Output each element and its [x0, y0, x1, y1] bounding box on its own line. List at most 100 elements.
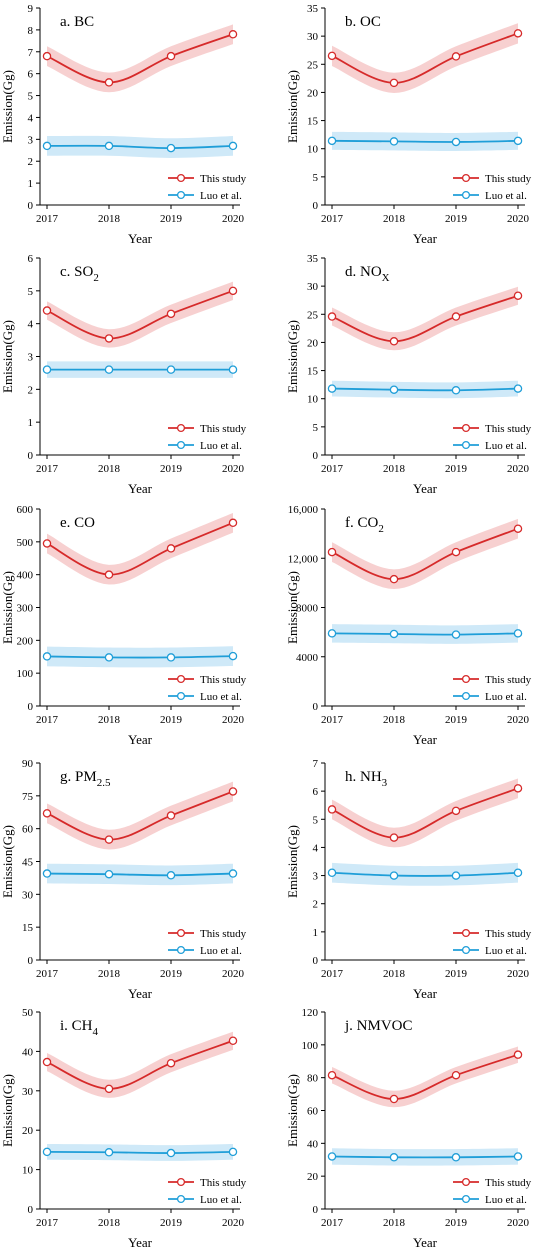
data-point-luo-2019 — [451, 137, 461, 147]
y-tick-label: 10 — [22, 1165, 34, 1177]
y-axis-label: Emission(Gg) — [0, 320, 15, 393]
data-point-luo-2017 — [327, 136, 337, 146]
panel-i: 0 10 20 30 40 50 2017 2018 2019 2020 Year Emission(… — [0, 1007, 247, 1250]
y-tick-label: 4000 — [296, 652, 319, 664]
y-tick-label: 100 — [302, 1040, 319, 1052]
data-point-this-study-2018 — [104, 78, 114, 87]
series-line-this-study — [46, 33, 234, 84]
y-tick-label: 75 — [22, 791, 34, 803]
panel-title-subscript: 2.5 — [97, 777, 111, 789]
data-point-this-study-2017 — [327, 1070, 337, 1080]
legend-label: This study — [200, 928, 247, 940]
series-line-this-study — [331, 32, 519, 84]
x-tick-label: 2020 — [507, 213, 530, 225]
panel-title-subscript: 4 — [93, 1026, 99, 1038]
x-tick-label: 2017 — [321, 1217, 344, 1229]
y-tick-label: 5 — [28, 286, 34, 298]
y-tick-label: 16,000 — [288, 504, 319, 516]
legend-label: Luo et al. — [200, 190, 242, 202]
y-tick-label: 20 — [307, 87, 319, 99]
data-point-luo-2018 — [104, 1148, 114, 1157]
legend-label: Luo et al. — [200, 945, 242, 957]
x-tick-label: 2017 — [36, 968, 59, 980]
legend-entry-this-study: This study — [453, 674, 532, 686]
data-point-this-study-2020 — [513, 29, 523, 38]
panel-title: b. OC — [345, 14, 381, 30]
data-point-this-study-2017 — [327, 547, 337, 557]
y-tick-label: 1 — [28, 178, 34, 190]
series-line-luo — [46, 1150, 234, 1154]
series-band-this-study — [47, 24, 233, 93]
series-line-luo — [331, 1155, 519, 1159]
y-tick-label: 30 — [307, 31, 319, 43]
series-line-luo — [331, 387, 519, 392]
data-point-luo-2017 — [42, 365, 52, 374]
y-tick-label: 3 — [28, 352, 34, 364]
series-line-this-study — [331, 1053, 519, 1100]
panel-title: h. NH3 — [345, 769, 388, 789]
data-point-luo-2019 — [166, 871, 176, 880]
y-tick-label: 4 — [28, 112, 34, 124]
y-tick-label: 6 — [28, 253, 34, 265]
y-tick-label: 0 — [313, 450, 319, 462]
series-line-this-study — [46, 521, 234, 576]
y-tick-label: 4 — [28, 319, 34, 331]
x-tick-label: 2019 — [160, 463, 183, 475]
data-point-luo-2019 — [451, 630, 461, 639]
y-tick-label: 0 — [28, 200, 34, 212]
x-tick-label: 2019 — [160, 213, 183, 225]
series-line-luo — [331, 871, 519, 877]
data-point-this-study-2020 — [228, 787, 238, 796]
panel-a: 0 1 2 3 4 5 6 7 8 9 2017 2018 2019 2020 Year Emission(G… — [0, 3, 247, 246]
series-line-luo — [46, 655, 234, 659]
y-axis-label: Emission(Gg) — [285, 320, 300, 393]
x-tick-label: 2018 — [98, 463, 121, 475]
data-point-this-study-2017 — [42, 809, 52, 818]
series-line-this-study — [46, 790, 234, 841]
legend-entry-luo: Luo et al. — [453, 945, 527, 957]
y-tick-label: 60 — [22, 824, 34, 836]
y-tick-label: 12,000 — [288, 553, 319, 565]
y-tick-label: 100 — [17, 668, 34, 680]
legend-label: Luo et al. — [200, 440, 242, 452]
x-tick-label: 2018 — [383, 213, 406, 225]
x-tick-label: 2020 — [222, 463, 245, 475]
panel-title: j. NMVOC — [344, 1018, 413, 1034]
y-tick-label: 4 — [313, 842, 319, 854]
legend-entry-this-study: This study — [168, 928, 247, 940]
series-line-this-study — [46, 289, 234, 340]
y-tick-label: 0 — [313, 955, 319, 967]
legend-entry-this-study: This study — [168, 1177, 247, 1189]
data-point-luo-2020 — [513, 1152, 523, 1161]
x-axis-label: Year — [128, 1235, 153, 1250]
data-point-luo-2017 — [327, 629, 337, 638]
legend-entry-luo: Luo et al. — [168, 1194, 242, 1206]
legend-label: This study — [485, 928, 532, 940]
series-band-this-study — [47, 281, 233, 348]
x-tick-label: 2017 — [321, 968, 344, 980]
y-tick-label: 90 — [22, 758, 34, 770]
x-tick-label: 2020 — [507, 1217, 530, 1229]
x-axis-label: Year — [128, 231, 153, 246]
panel-title: f. CO2 — [345, 515, 384, 535]
y-tick-label: 7 — [313, 758, 319, 770]
y-tick-label: 10 — [307, 394, 319, 406]
x-axis-label: Year — [413, 231, 438, 246]
legend-label: This study — [485, 423, 532, 435]
panel-b: 0 5 10 15 20 25 30 35 2017 2018 2019 2020 Year Emissi… — [285, 3, 532, 246]
data-point-luo-2017 — [327, 1152, 337, 1161]
y-tick-label: 120 — [302, 1007, 319, 1019]
y-tick-label: 30 — [22, 1086, 34, 1098]
y-axis-label: Emission(Gg) — [0, 70, 15, 143]
y-tick-label: 3 — [28, 134, 34, 146]
x-axis-label: Year — [413, 986, 438, 1001]
panel-title: g. PM2.5 — [60, 769, 111, 789]
y-tick-label: 5 — [313, 422, 319, 434]
data-point-this-study-2019 — [166, 309, 176, 319]
x-tick-label: 2019 — [445, 463, 468, 475]
x-tick-label: 2019 — [160, 968, 183, 980]
y-tick-label: 600 — [17, 504, 34, 516]
legend-entry-luo: Luo et al. — [453, 691, 527, 703]
data-point-luo-2018 — [389, 137, 399, 146]
